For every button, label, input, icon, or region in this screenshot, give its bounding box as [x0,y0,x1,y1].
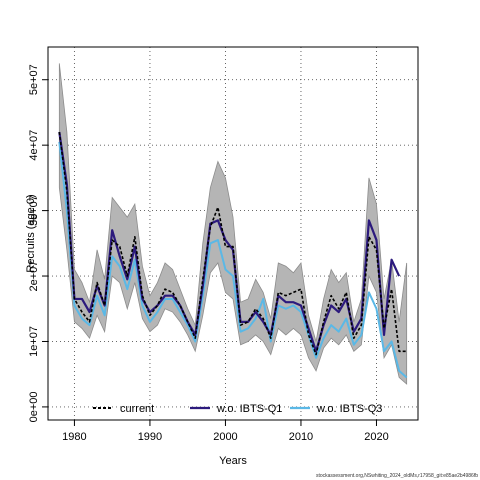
y-tick-label: 5e+07 [28,64,40,95]
legend-item-0: current [93,403,154,415]
confidence-band-layer [58,63,408,385]
series-line-2 [58,141,408,379]
y-tick-label: 0e+00 [28,391,40,422]
y-tick-label: 1e+07 [28,326,40,357]
y-axis: 0e+00 1e+07 2e+07 3e+07 4e+07 5e+07 [28,64,48,422]
y-tick-label: 4e+07 [28,130,40,161]
series-layer [58,131,408,379]
x-tick-label: 2020 [364,431,388,443]
confidence-band [58,63,408,385]
legend-item-1: w.o. IBTS-Q1 [190,403,282,415]
y-axis-title: Recruits (age 0) [25,194,37,272]
x-axis-title: Years [219,455,247,467]
legend-label: w.o. IBTS-Q3 [316,403,382,415]
x-tick-label: 1990 [138,431,162,443]
x-tick-label: 2010 [289,431,313,443]
legend-label: current [120,403,154,415]
legend-label: w.o. IBTS-Q1 [216,403,282,415]
y-tick-label: 2e+07 [28,261,40,292]
series-line-0 [58,131,407,356]
legend: current w.o. IBTS-Q1 w.o. IBTS-Q3 [93,403,382,415]
x-axis: 1980 1990 2000 2010 2020 [62,419,389,443]
footer-note: stockassessment.org,NSwhiting_2024_oldMs… [316,473,478,479]
x-tick-label: 2000 [213,431,237,443]
y-tick-label: 3e+07 [28,195,40,226]
legend-item-2: w.o. IBTS-Q3 [290,403,382,415]
x-tick-label: 1980 [62,431,86,443]
